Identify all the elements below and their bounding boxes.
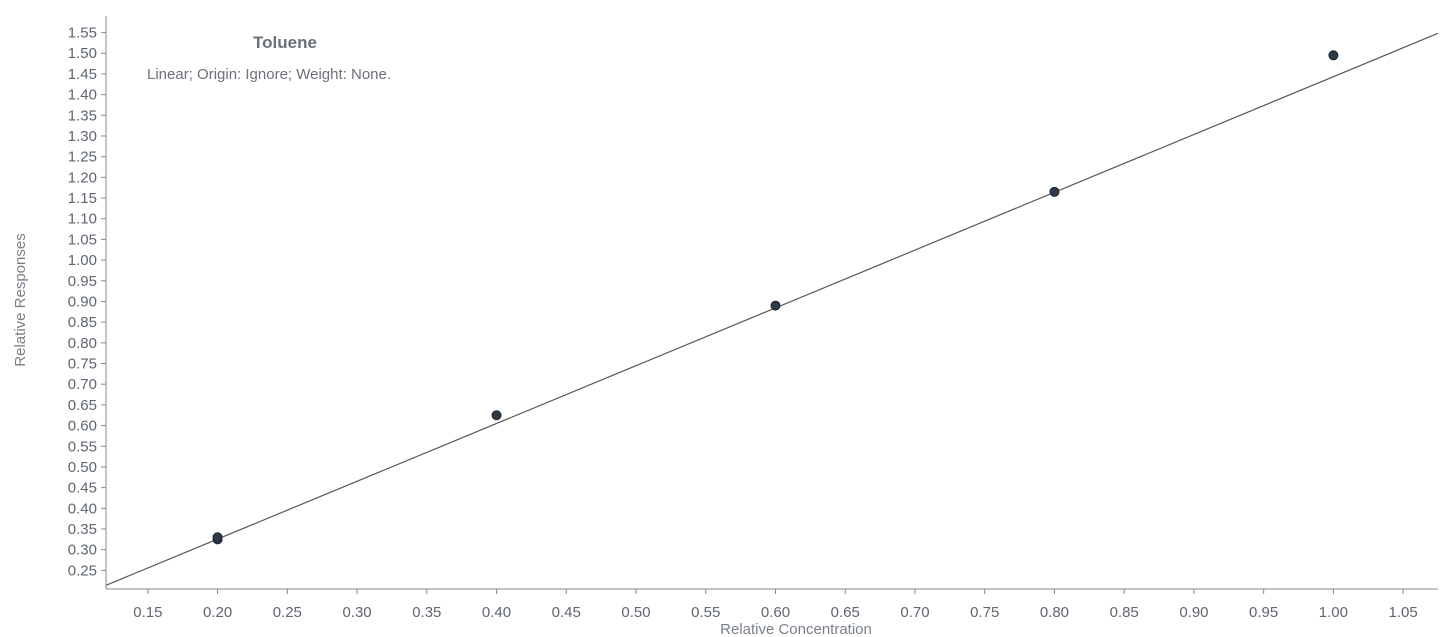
fit-line-group [105, 32, 1439, 586]
y-tick-label: 0.55 [68, 438, 97, 455]
y-tick-label: 0.35 [68, 521, 97, 538]
x-tick-label: 0.85 [1110, 604, 1139, 621]
y-tick-label: 1.40 [68, 87, 97, 104]
x-tick-label: 0.20 [203, 604, 232, 621]
y-axis-title: Relative Responses [12, 233, 29, 366]
y-tick-label: 1.35 [68, 107, 97, 124]
data-point [1328, 50, 1339, 61]
y-tick-label: 1.00 [68, 252, 97, 269]
data-points [212, 50, 1339, 545]
chart-subtitle: Linear; Origin: Ignore; Weight: None. [147, 66, 391, 83]
y-tick-label: 0.50 [68, 459, 97, 476]
y-tick-label: 1.25 [68, 149, 97, 166]
chart-title: Toluene [253, 33, 317, 52]
x-tick-label: 0.30 [342, 604, 371, 621]
data-point [212, 532, 223, 543]
x-tick-label: 1.05 [1389, 604, 1418, 621]
x-tick-label: 0.35 [412, 604, 441, 621]
y-axis-ticks: 0.25 0.30 0.35 0.40 0.45 0.50 0.55 0.60 0.65 0.70… [68, 25, 106, 579]
data-point [770, 300, 781, 311]
fit-line [105, 32, 1439, 586]
y-tick-label: 0.60 [68, 418, 97, 435]
y-tick-label: 0.85 [68, 314, 97, 331]
x-tick-label: 1.00 [1319, 604, 1348, 621]
y-tick-label: 1.20 [68, 169, 97, 186]
y-tick-label: 0.95 [68, 273, 97, 290]
y-tick-label: 0.45 [68, 480, 97, 497]
y-tick-label: 0.75 [68, 356, 97, 373]
axes [105, 16, 1438, 590]
x-tick-label: 0.95 [1249, 604, 1278, 621]
data-point [1049, 186, 1060, 197]
y-tick-label: 1.10 [68, 211, 97, 228]
y-tick-label: 1.55 [68, 25, 97, 42]
x-axis-title: Relative Concentration [720, 621, 872, 637]
y-tick-label: 0.80 [68, 335, 97, 352]
data-point [491, 410, 502, 421]
x-tick-label: 0.50 [621, 604, 650, 621]
y-tick-label: 1.15 [68, 190, 97, 207]
y-tick-label: 1.30 [68, 128, 97, 145]
y-tick-label: 0.90 [68, 293, 97, 310]
y-tick-label: 0.30 [68, 542, 97, 559]
x-tick-label: 0.15 [133, 604, 162, 621]
x-tick-label: 0.70 [900, 604, 929, 621]
x-tick-label: 0.65 [831, 604, 860, 621]
x-tick-label: 0.40 [482, 604, 511, 621]
x-tick-label: 0.25 [273, 604, 302, 621]
x-tick-label: 0.45 [552, 604, 581, 621]
y-tick-label: 0.25 [68, 562, 97, 579]
x-tick-label: 0.60 [761, 604, 790, 621]
x-tick-label: 0.75 [970, 604, 999, 621]
x-tick-label: 0.55 [691, 604, 720, 621]
x-tick-label: 0.90 [1179, 604, 1208, 621]
y-tick-label: 0.70 [68, 376, 97, 393]
y-tick-label: 0.65 [68, 397, 97, 414]
y-tick-label: 0.40 [68, 500, 97, 517]
y-tick-label: 1.05 [68, 231, 97, 248]
x-tick-label: 0.80 [1040, 604, 1069, 621]
y-tick-label: 1.50 [68, 45, 97, 62]
x-axis-ticks: 0.15 0.20 0.25 0.30 0.35 0.40 0.45 0.50 0.55 0.60… [133, 589, 1418, 621]
y-tick-label: 1.45 [68, 66, 97, 83]
